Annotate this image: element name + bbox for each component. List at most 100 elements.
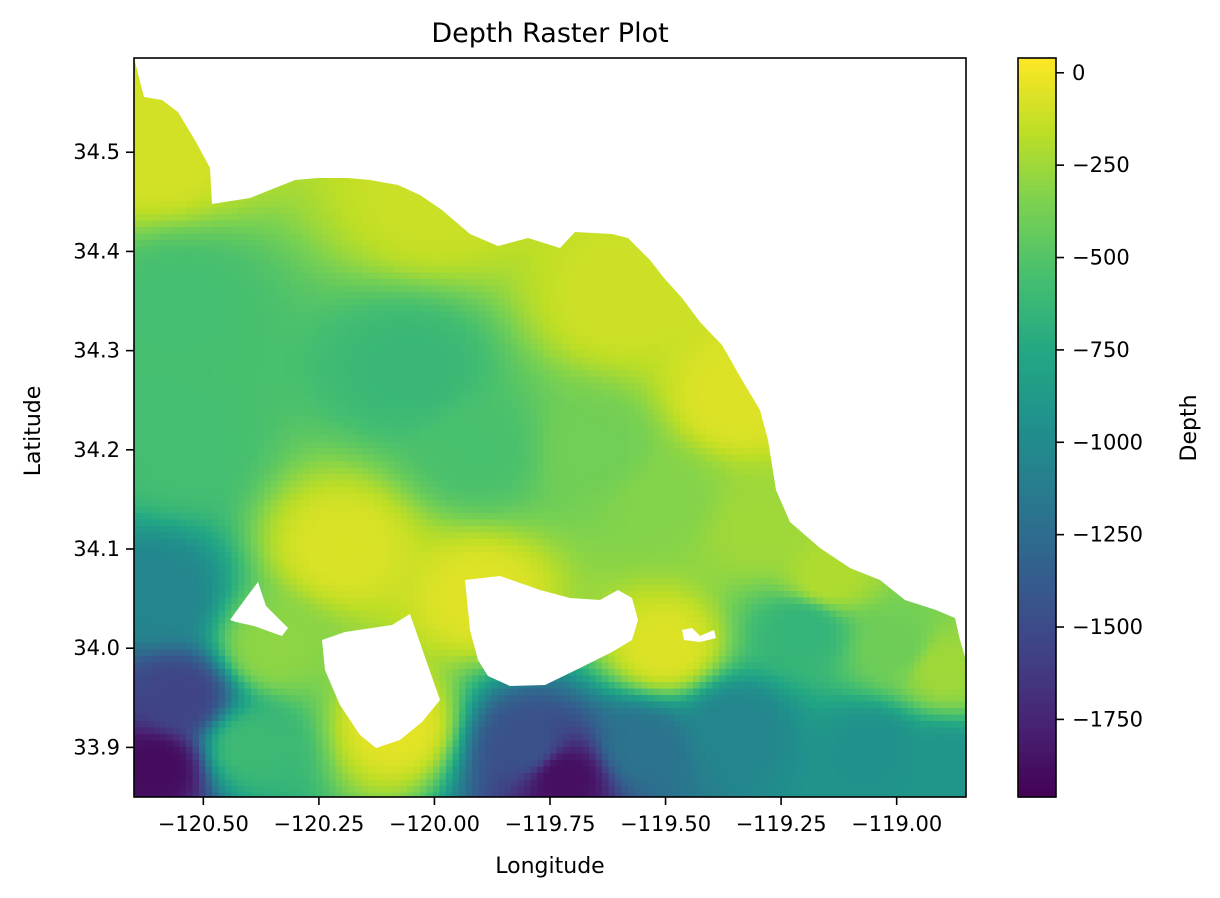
raster-cell: [212, 240, 220, 248]
raster-cell: [517, 246, 525, 254]
raster-cell: [433, 292, 441, 300]
raster-cell: [270, 298, 278, 306]
raster-cell: [381, 285, 389, 293]
raster-cell: [439, 233, 447, 241]
raster-cell: [296, 285, 304, 293]
raster-cell: [329, 233, 337, 241]
raster-cell: [537, 285, 545, 293]
raster-cell: [361, 233, 369, 241]
raster-cell: [524, 279, 532, 287]
raster-cell: [238, 220, 246, 228]
raster-cell: [420, 214, 428, 222]
raster-cell: [550, 279, 558, 287]
raster-cell: [485, 246, 493, 254]
raster-cell: [329, 214, 337, 222]
raster-cell: [160, 246, 168, 254]
raster-cell: [413, 246, 421, 254]
raster-cell: [251, 220, 259, 228]
raster-cell: [641, 305, 649, 313]
raster-cell: [569, 292, 577, 300]
raster-cell: [374, 220, 382, 228]
raster-cell: [615, 246, 623, 254]
raster-cell: [355, 266, 363, 274]
raster-cell: [231, 214, 239, 222]
raster-cell: [407, 253, 415, 261]
raster-cell: [316, 240, 324, 248]
raster-cell: [478, 259, 486, 267]
raster-cell: [316, 246, 324, 254]
raster-cell: [387, 298, 395, 306]
raster-cell: [407, 292, 415, 300]
raster-cell: [615, 259, 623, 267]
raster-cell: [329, 285, 337, 293]
raster-cell: [134, 214, 142, 222]
raster-cell: [602, 292, 610, 300]
raster-cell: [634, 285, 642, 293]
raster-cell: [303, 188, 311, 196]
raster-cell: [316, 188, 324, 196]
raster-cell: [335, 279, 343, 287]
raster-cell: [316, 214, 324, 222]
raster-cell: [192, 272, 200, 280]
raster-cell: [309, 305, 317, 313]
raster-cell: [264, 246, 272, 254]
raster-cell: [465, 279, 473, 287]
raster-cell: [582, 246, 590, 254]
raster-cell: [316, 285, 324, 293]
raster-cell: [602, 279, 610, 287]
raster-cell: [218, 292, 226, 300]
raster-cell: [212, 207, 220, 215]
raster-cell: [472, 305, 480, 313]
raster-cell: [192, 259, 200, 267]
raster-cell: [329, 227, 337, 235]
raster-cell: [361, 279, 369, 287]
raster-cell: [381, 253, 389, 261]
raster-cell: [186, 220, 194, 228]
raster-cell: [218, 233, 226, 241]
raster-cell: [660, 285, 668, 293]
raster-cell: [413, 253, 421, 261]
raster-cell: [322, 246, 330, 254]
raster-cell: [368, 214, 376, 222]
raster-cell: [446, 266, 454, 274]
raster-cell: [316, 207, 324, 215]
raster-cell: [231, 292, 239, 300]
raster-cell: [205, 279, 213, 287]
raster-cell: [582, 298, 590, 306]
raster-cell: [238, 305, 246, 313]
raster-cell: [166, 272, 174, 280]
raster-cell: [342, 266, 350, 274]
raster-cell: [511, 272, 519, 280]
raster-cell: [153, 136, 161, 144]
raster-cell: [153, 149, 161, 157]
raster-cell: [381, 233, 389, 241]
raster-cell: [277, 298, 285, 306]
raster-cell: [212, 298, 220, 306]
raster-cell: [335, 285, 343, 293]
raster-cell: [147, 253, 155, 261]
raster-cell: [589, 240, 597, 248]
raster-cell: [517, 272, 525, 280]
raster-cell: [309, 201, 317, 209]
raster-cell: [277, 246, 285, 254]
raster-cell: [147, 292, 155, 300]
raster-cell: [140, 214, 148, 222]
raster-cell: [225, 305, 233, 313]
raster-cell: [192, 155, 200, 163]
raster-cell: [621, 246, 629, 254]
raster-cell: [140, 240, 148, 248]
raster-cell: [595, 259, 603, 267]
raster-cell: [504, 279, 512, 287]
raster-cell: [303, 259, 311, 267]
raster-cell: [387, 227, 395, 235]
raster-cell: [543, 292, 551, 300]
raster-cell: [355, 201, 363, 209]
raster-cell: [433, 279, 441, 287]
raster-cell: [322, 240, 330, 248]
raster-cell: [296, 305, 304, 313]
raster-cell: [556, 298, 564, 306]
raster-cell: [186, 272, 194, 280]
raster-cell: [205, 298, 213, 306]
raster-cell: [186, 194, 194, 202]
raster-cell: [524, 285, 532, 293]
